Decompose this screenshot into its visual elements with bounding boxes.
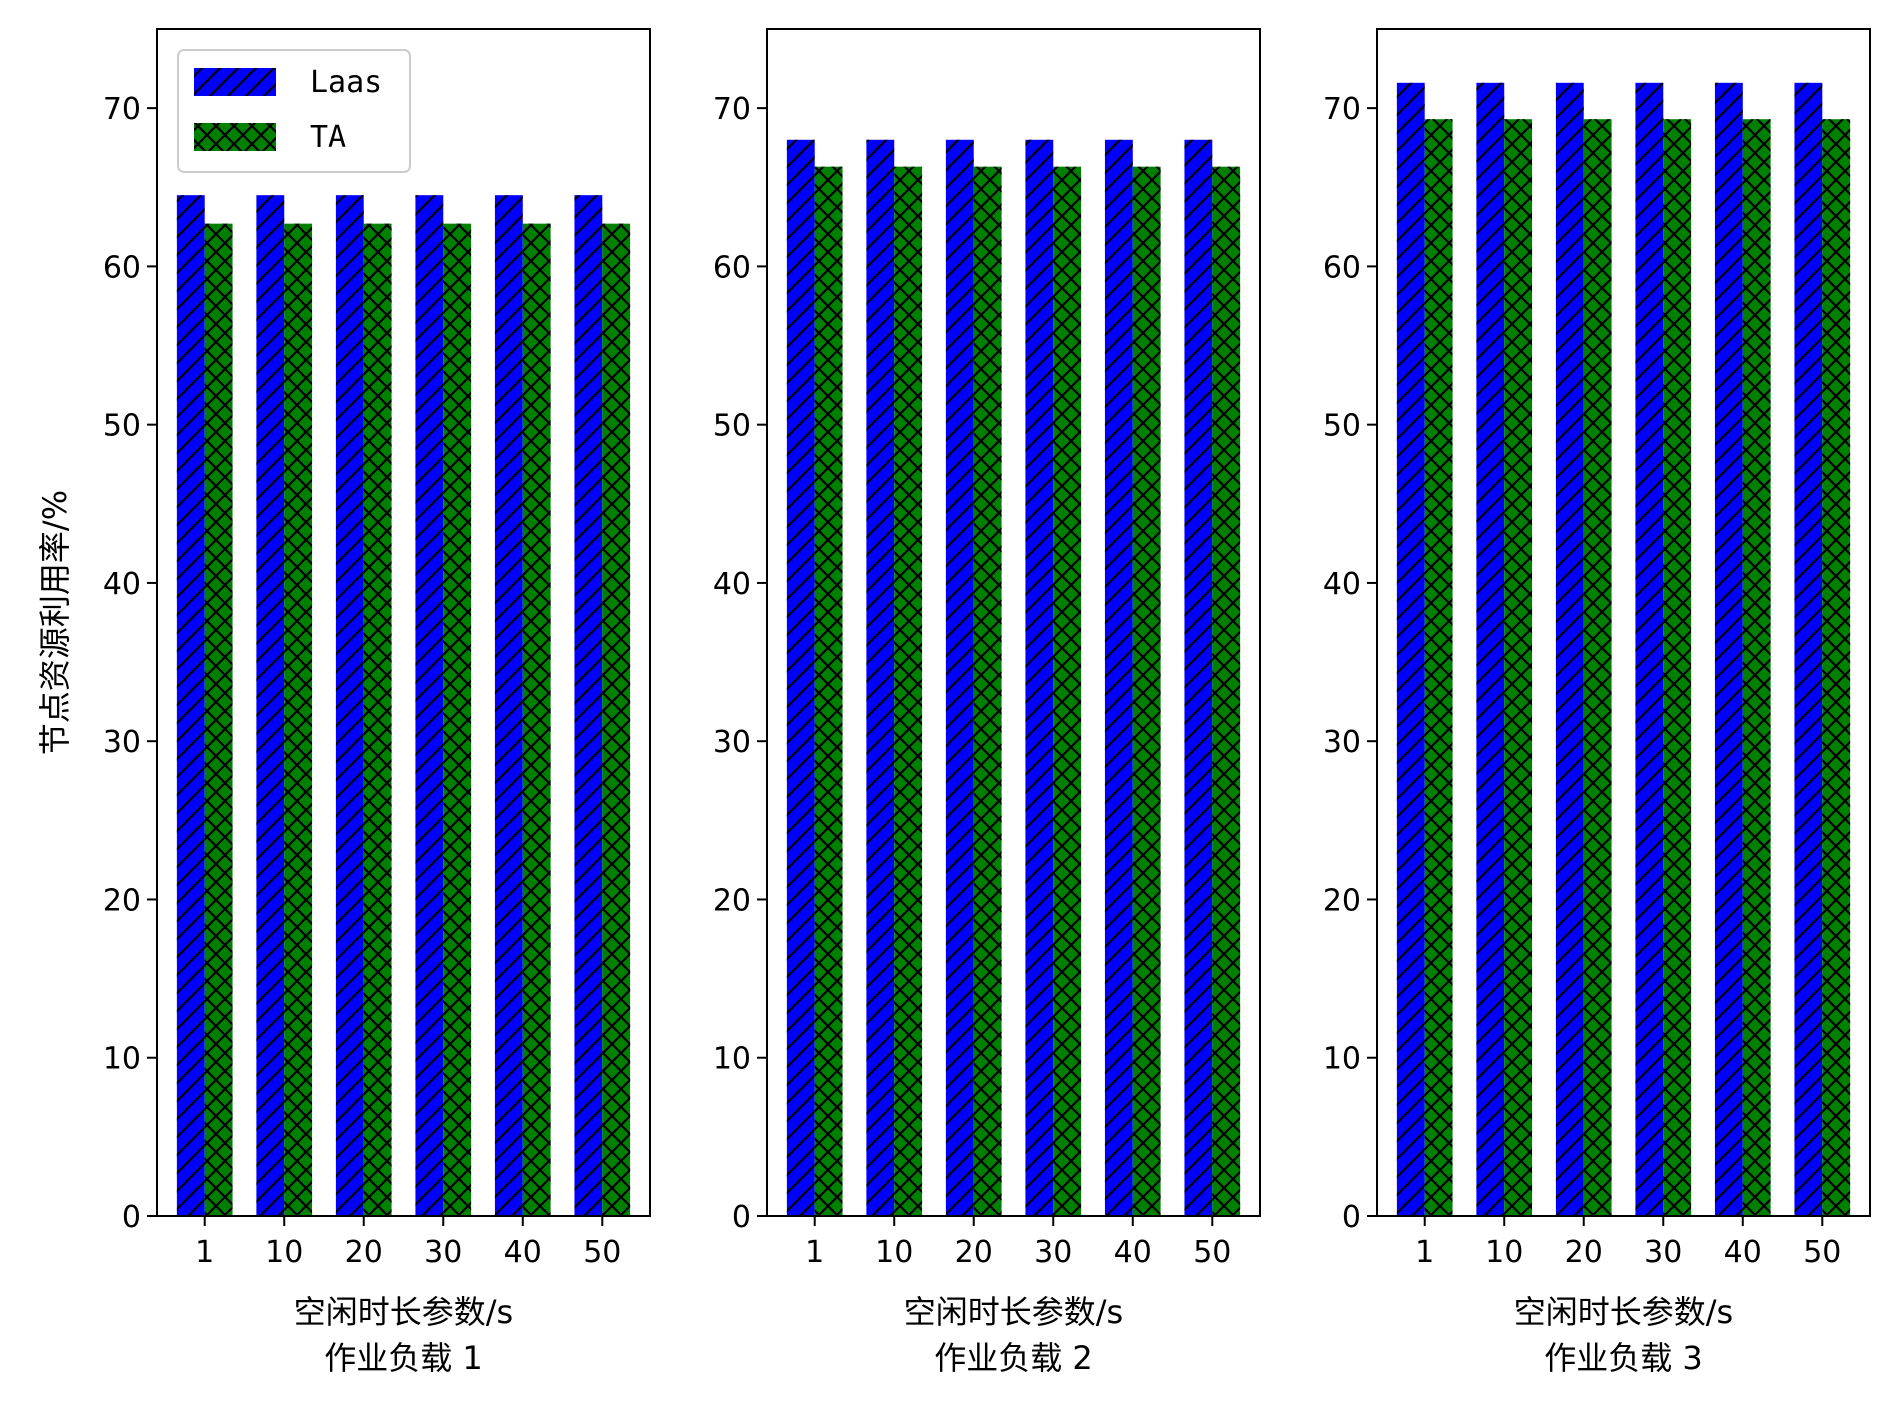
bar-hatch-ta-40 (522, 223, 551, 1217)
bar-hatch-laas-30 (1025, 139, 1054, 1217)
panel-subtitle: 作业负载 1 (324, 1339, 483, 1377)
legend-label-laas: Laas (310, 65, 382, 100)
bar-hatch-laas-30 (415, 195, 444, 1216)
x-tick-label: 30 (424, 1235, 462, 1270)
x-tick-label: 40 (1724, 1235, 1762, 1270)
bar-hatch-ta-30 (1053, 166, 1082, 1216)
y-tick-label: 40 (1323, 567, 1361, 602)
bar-hatch-ta-1 (814, 166, 843, 1216)
panel-subtitle: 作业负载 2 (934, 1339, 1093, 1377)
bar-hatch-ta-10 (284, 223, 313, 1217)
x-tick-label: 40 (1114, 1235, 1152, 1270)
x-axis-label: 空闲时长参数/s (904, 1293, 1123, 1331)
y-tick-label: 0 (122, 1200, 141, 1235)
legend-label-ta: TA (310, 120, 346, 155)
bar-hatch-laas-40 (1104, 139, 1133, 1217)
x-tick-label: 20 (955, 1235, 993, 1270)
bar-hatch-laas-50 (574, 195, 603, 1216)
y-tick-label: 70 (103, 92, 141, 127)
y-tick-label: 40 (713, 567, 751, 602)
x-tick-label: 1 (195, 1235, 214, 1270)
bar-hatch-laas-50 (1184, 139, 1213, 1217)
bar-hatch-laas-30 (1635, 82, 1664, 1216)
x-tick-label: 10 (1485, 1235, 1523, 1270)
legend-swatch-hatch-ta (194, 123, 276, 151)
y-tick-label: 30 (103, 725, 141, 760)
y-tick-label: 10 (1323, 1042, 1361, 1077)
y-tick-label: 60 (1323, 250, 1361, 285)
bar-hatch-laas-10 (1476, 82, 1505, 1216)
x-tick-label: 50 (1193, 1235, 1231, 1270)
bar-hatch-ta-1 (1424, 119, 1453, 1216)
y-axis-label: 节点资源利用率/% (36, 490, 74, 755)
y-tick-label: 20 (1323, 883, 1361, 918)
y-tick-label: 50 (103, 409, 141, 444)
bar-hatch-laas-40 (494, 195, 523, 1216)
x-tick-label: 20 (1565, 1235, 1603, 1270)
bar-hatch-ta-50 (602, 223, 631, 1217)
x-tick-label: 50 (1803, 1235, 1841, 1270)
bar-hatch-ta-40 (1132, 166, 1161, 1216)
y-tick-label: 10 (103, 1042, 141, 1077)
bar-hatch-laas-10 (866, 139, 895, 1217)
bar-hatch-ta-20 (363, 223, 392, 1217)
bar-hatch-laas-10 (256, 195, 285, 1216)
bar-hatch-laas-20 (1555, 82, 1584, 1216)
x-axis-label: 空闲时长参数/s (1514, 1293, 1733, 1331)
y-tick-label: 20 (713, 883, 751, 918)
bar-hatch-ta-20 (973, 166, 1002, 1216)
bar-hatch-ta-40 (1742, 119, 1771, 1216)
x-tick-label: 1 (1415, 1235, 1434, 1270)
bar-hatch-ta-10 (1504, 119, 1533, 1216)
x-axis-label: 空闲时长参数/s (294, 1293, 513, 1331)
x-tick-label: 10 (265, 1235, 303, 1270)
y-tick-label: 60 (713, 250, 751, 285)
bar-hatch-laas-50 (1794, 82, 1823, 1216)
x-tick-label: 10 (875, 1235, 913, 1270)
bar-hatch-laas-1 (786, 139, 815, 1217)
y-tick-label: 70 (1323, 92, 1361, 127)
x-tick-label: 30 (1034, 1235, 1072, 1270)
y-tick-label: 60 (103, 250, 141, 285)
y-tick-label: 20 (103, 883, 141, 918)
axes-frame (1376, 28, 1871, 1217)
x-tick-label: 1 (805, 1235, 824, 1270)
bar-hatch-laas-1 (176, 195, 205, 1216)
y-tick-label: 0 (1342, 1200, 1361, 1235)
y-tick-label: 50 (1323, 409, 1361, 444)
y-tick-label: 40 (103, 567, 141, 602)
bar-hatch-laas-20 (945, 139, 974, 1217)
y-tick-label: 10 (713, 1042, 751, 1077)
y-tick-label: 70 (713, 92, 751, 127)
bar-hatch-ta-1 (204, 223, 233, 1217)
panel-subtitle: 作业负载 3 (1544, 1339, 1703, 1377)
x-tick-label: 40 (504, 1235, 542, 1270)
x-tick-label: 30 (1644, 1235, 1682, 1270)
bar-hatch-ta-10 (894, 166, 923, 1216)
bar-hatch-ta-30 (443, 223, 472, 1217)
bar-hatch-ta-30 (1663, 119, 1692, 1216)
legend-swatch-hatch-laas (194, 68, 276, 96)
axes-frame (766, 28, 1261, 1217)
y-tick-label: 0 (732, 1200, 751, 1235)
bar-hatch-ta-50 (1822, 119, 1851, 1216)
x-tick-label: 50 (583, 1235, 621, 1270)
x-tick-label: 20 (345, 1235, 383, 1270)
bar-hatch-laas-20 (335, 195, 364, 1216)
axes-frame (156, 28, 651, 1217)
y-tick-label: 30 (713, 725, 751, 760)
y-tick-label: 30 (1323, 725, 1361, 760)
y-tick-label: 50 (713, 409, 751, 444)
bar-hatch-ta-20 (1583, 119, 1612, 1216)
bar-hatch-ta-50 (1212, 166, 1241, 1216)
bar-hatch-laas-40 (1714, 82, 1743, 1216)
bar-hatch-laas-1 (1396, 82, 1425, 1216)
